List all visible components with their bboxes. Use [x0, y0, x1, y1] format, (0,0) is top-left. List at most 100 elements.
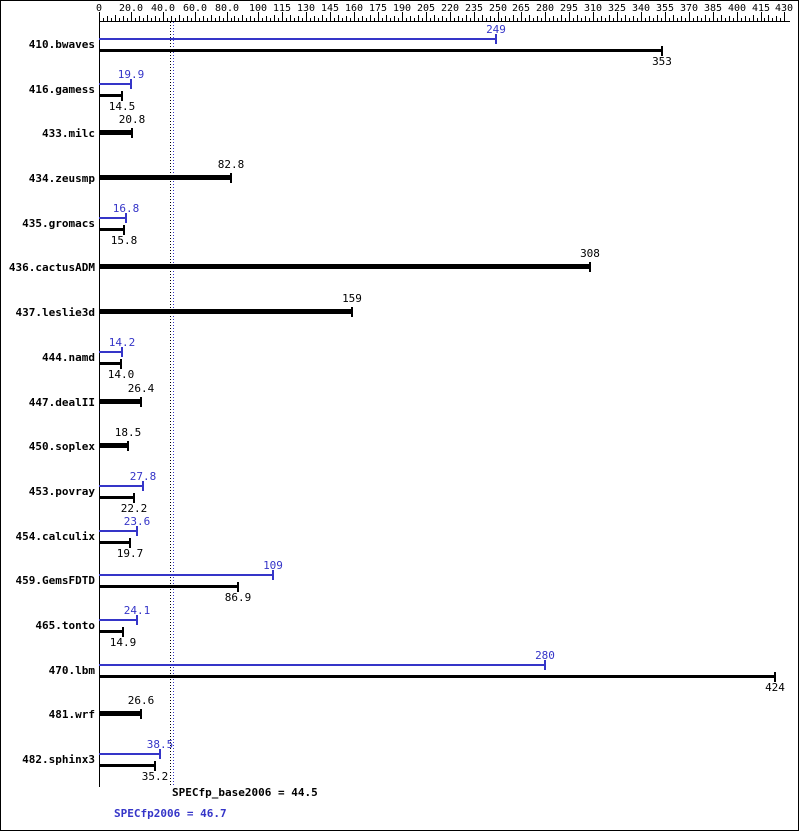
axis-minor-tick — [478, 18, 479, 21]
axis-minor-tick — [490, 16, 491, 21]
bar-base — [99, 264, 590, 269]
axis-major-tick — [282, 12, 283, 21]
axis-major-tick — [617, 12, 618, 21]
axis-major-tick — [569, 12, 570, 21]
axis-major-tick — [784, 12, 785, 21]
bar-value-label: 19.9 — [117, 68, 145, 81]
bar-value-label: 14.5 — [108, 100, 136, 113]
axis-minor-tick — [577, 15, 578, 21]
axis-minor-tick — [541, 18, 542, 21]
bar-endcap — [154, 761, 156, 771]
axis-minor-tick — [314, 16, 315, 21]
axis-tick-label: 130 — [296, 3, 316, 14]
axis-minor-tick — [454, 18, 455, 21]
benchmark-name: 416.gamess — [28, 83, 95, 96]
axis-tick-label: 60.0 — [182, 3, 208, 14]
bar-value-label: 26.6 — [127, 694, 155, 707]
axis-minor-tick — [238, 18, 239, 21]
axis-minor-tick — [370, 15, 371, 21]
axis-major-tick — [426, 12, 427, 21]
axis-minor-tick — [725, 18, 726, 21]
axis-minor-tick — [757, 18, 758, 21]
bar-value-label: 22.2 — [120, 502, 148, 515]
axis-tick-label: 40.0 — [150, 3, 176, 14]
bar-base — [99, 49, 662, 52]
axis-minor-tick — [561, 15, 562, 21]
bar-peak — [99, 217, 126, 219]
bar-endcap — [129, 538, 131, 548]
axis-minor-tick — [434, 15, 435, 21]
axis-minor-tick — [270, 18, 271, 21]
axis-minor-tick — [410, 16, 411, 21]
benchmark-name: 465.tonto — [35, 619, 95, 632]
bar-endcap — [230, 173, 232, 183]
base-summary-label: SPECfp_base2006 = 44.5 — [172, 786, 318, 799]
axis-minor-tick — [318, 18, 319, 21]
axis-major-tick — [641, 12, 642, 21]
axis-minor-tick — [533, 18, 534, 21]
axis-minor-tick — [223, 18, 224, 21]
bar-base — [99, 675, 775, 678]
benchmark-name: 447.dealII — [28, 396, 95, 409]
axis-major-tick — [163, 12, 164, 21]
bar-value-label: 86.9 — [224, 591, 252, 604]
axis-minor-tick — [406, 18, 407, 21]
axis-minor-tick — [629, 18, 630, 21]
bar-base — [99, 764, 155, 767]
y-axis-line — [99, 21, 100, 787]
benchmark-name: 454.calculix — [15, 530, 95, 543]
axis-minor-tick — [290, 15, 291, 21]
bar-endcap — [237, 582, 239, 592]
axis-minor-tick — [199, 18, 200, 21]
axis-major-tick — [330, 12, 331, 21]
benchmark-name: 437.leslie3d — [15, 306, 95, 319]
axis-minor-tick — [171, 16, 172, 21]
axis-minor-tick — [207, 18, 208, 21]
bar-endcap — [589, 262, 591, 272]
axis-minor-tick — [430, 18, 431, 21]
axis-minor-tick — [139, 16, 140, 21]
axis-minor-tick — [553, 16, 554, 21]
axis-minor-tick — [278, 18, 279, 21]
benchmark-name: 433.milc — [42, 127, 95, 140]
axis-minor-tick — [609, 15, 610, 21]
bar-endcap — [142, 481, 144, 491]
axis-minor-tick — [482, 15, 483, 21]
axis-minor-tick — [438, 18, 439, 21]
axis-minor-tick — [338, 15, 339, 21]
axis-tick-label: 325 — [607, 3, 627, 14]
axis-major-tick — [713, 12, 714, 21]
axis-minor-tick — [466, 15, 467, 21]
bar-endcap — [130, 79, 132, 89]
axis-minor-tick — [772, 18, 773, 21]
axis-tick-label: 235 — [464, 3, 484, 14]
axis-major-tick — [665, 12, 666, 21]
bar-value-label: 19.7 — [116, 547, 144, 560]
axis-minor-tick — [418, 15, 419, 21]
axis-minor-tick — [601, 16, 602, 21]
bar-base — [99, 399, 141, 404]
bar-peak — [99, 351, 122, 353]
bar-endcap — [544, 660, 546, 670]
axis-minor-tick — [645, 18, 646, 21]
bar-value-label: 308 — [580, 247, 600, 260]
bar-peak — [99, 38, 496, 40]
axis-minor-tick — [565, 18, 566, 21]
bar-value-label: 26.4 — [127, 382, 155, 395]
axis-minor-tick — [219, 16, 220, 21]
axis-major-tick — [689, 12, 690, 21]
axis-minor-tick — [729, 16, 730, 21]
bar-endcap — [351, 307, 353, 317]
axis-minor-tick — [513, 15, 514, 21]
benchmark-name: 459.GemsFDTD — [15, 574, 95, 587]
axis-minor-tick — [350, 18, 351, 21]
axis-minor-tick — [179, 15, 180, 21]
bar-peak — [99, 83, 131, 85]
axis-tick-label: 115 — [272, 3, 292, 14]
axis-minor-tick — [597, 18, 598, 21]
axis-minor-tick — [573, 18, 574, 21]
axis-minor-tick — [119, 18, 120, 21]
benchmark-name: 410.bwaves — [28, 38, 95, 51]
axis-major-tick — [354, 12, 355, 21]
axis-minor-tick — [529, 15, 530, 21]
